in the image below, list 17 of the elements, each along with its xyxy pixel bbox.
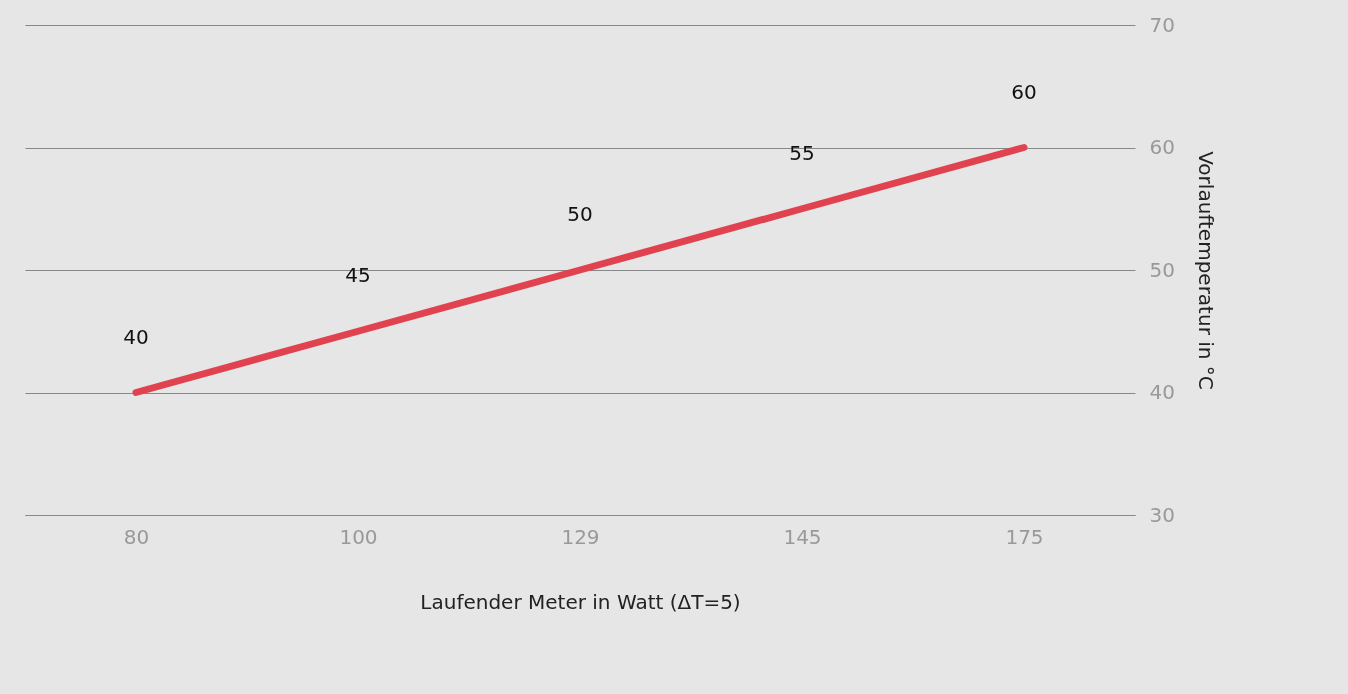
data-label: 45 [345, 263, 371, 288]
data-label: 55 [789, 140, 815, 165]
y-tick-label: 40 [1149, 380, 1175, 404]
x-axis-title: Laufender Meter in Watt (ΔT=5) [420, 589, 741, 614]
y-axis-title: Vorlauftemperatur in °C [1193, 151, 1218, 390]
x-tick-label: 80 [123, 524, 150, 549]
y-tick-label: 70 [1149, 12, 1175, 37]
y-tick-label: 30 [1149, 502, 1175, 527]
x-tick-label: 175 [1005, 524, 1044, 549]
x-tick-label: 129 [561, 524, 600, 549]
data-label: 60 [1011, 79, 1037, 104]
data-label: 50 [567, 202, 593, 226]
y-tick-label: 60 [1149, 135, 1175, 159]
x-tick-label: 145 [783, 524, 822, 549]
y-tick-label: 50 [1149, 257, 1175, 282]
x-tick-label: 100 [339, 524, 378, 549]
data-label: 40 [123, 324, 149, 349]
